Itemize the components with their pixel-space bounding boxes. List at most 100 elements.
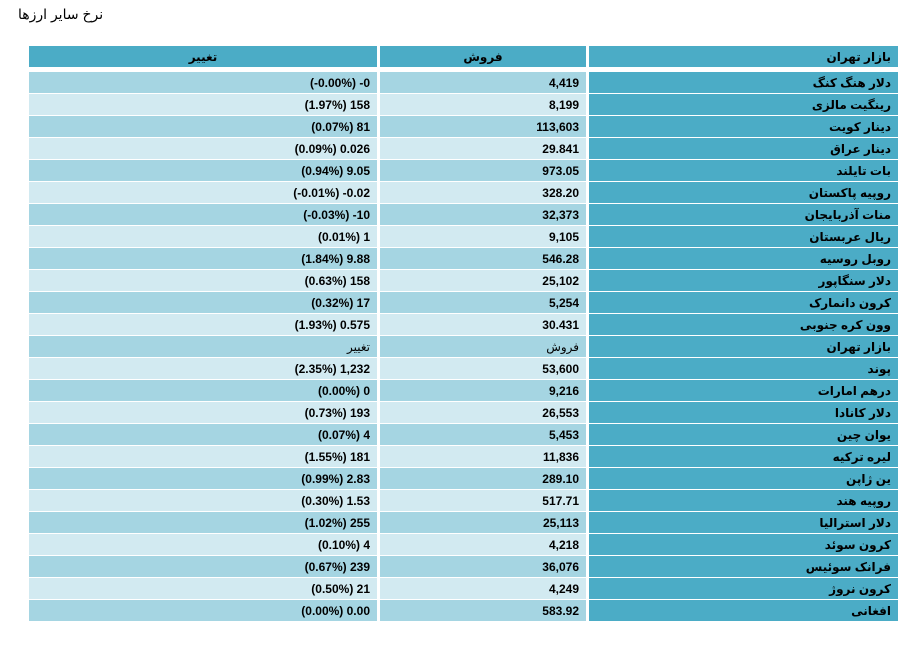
currency-name-cell: ین ژاپن — [586, 468, 898, 489]
table-row: (1.02%) 255 25,113 دلار استرالیا — [29, 512, 898, 533]
change-cell: (0.50%) 21 — [29, 578, 377, 599]
change-cell: (1.84%) 9.88 — [29, 248, 377, 269]
sell-cell: 30.431 — [377, 314, 586, 335]
change-cell: (0.99%) 2.83 — [29, 468, 377, 489]
sell-cell: 9,216 — [377, 380, 586, 401]
header-change: تغییر — [29, 46, 377, 67]
currency-name-cell: منات آذربایجان — [586, 204, 898, 225]
sell-cell: 113,603 — [377, 116, 586, 137]
currency-name-cell: کرون نروژ — [586, 578, 898, 599]
change-cell: (0.01%) 1 — [29, 226, 377, 247]
sell-cell: 29.841 — [377, 138, 586, 159]
currency-rates-table: تغییر فروش بازار تهران (-0.00%) -0 4,419 د… — [29, 45, 898, 622]
change-cell: (0.30%) 1.53 — [29, 490, 377, 511]
change-cell: (-0.01%) -0.02 — [29, 182, 377, 203]
currency-name-cell: روپیه هند — [586, 490, 898, 511]
table-row: (2.35%) 1,232 53,600 پوند — [29, 358, 898, 379]
change-cell: (-0.00%) -0 — [29, 72, 377, 93]
subheader-change: تغییر — [29, 336, 377, 357]
sell-cell: 9,105 — [377, 226, 586, 247]
rates-table-body: تغییر فروش بازار تهران (-0.00%) -0 4,419 د… — [29, 46, 898, 621]
sell-cell: 25,102 — [377, 270, 586, 291]
sell-cell: 4,218 — [377, 534, 586, 555]
table-subheader-row: تغییر فروش بازار تهران — [29, 336, 898, 357]
currency-name-cell: ریال عربستان — [586, 226, 898, 247]
table-row: (-0.00%) -0 4,419 دلار هنگ کنگ — [29, 72, 898, 93]
currency-name-cell: دلار هنگ کنگ — [586, 72, 898, 93]
currency-name-cell: دینار کویت — [586, 116, 898, 137]
sell-cell: 5,453 — [377, 424, 586, 445]
table-row: (0.00%) 0 9,216 درهم امارات — [29, 380, 898, 401]
currency-name-cell: لیره ترکیه — [586, 446, 898, 467]
change-cell: (0.07%) 4 — [29, 424, 377, 445]
table-row: (1.84%) 9.88 546.28 روبل روسیه — [29, 248, 898, 269]
sell-cell: 32,373 — [377, 204, 586, 225]
currency-name-cell: یوان چین — [586, 424, 898, 445]
table-row: (1.93%) 0.575 30.431 وون کره جنوبی — [29, 314, 898, 335]
sell-cell: 4,249 — [377, 578, 586, 599]
sell-cell: 328.20 — [377, 182, 586, 203]
currency-name-cell: کرون دانمارک — [586, 292, 898, 313]
sell-cell: 4,419 — [377, 72, 586, 93]
table-row: (0.01%) 1 9,105 ریال عربستان — [29, 226, 898, 247]
change-cell: (0.10%) 4 — [29, 534, 377, 555]
table-row: (0.73%) 193 26,553 دلار کانادا — [29, 402, 898, 423]
sell-cell: 583.92 — [377, 600, 586, 621]
change-cell: (0.00%) 0.00 — [29, 600, 377, 621]
change-cell: (0.73%) 193 — [29, 402, 377, 423]
table-row: (0.67%) 239 36,076 فرانک سوئیس — [29, 556, 898, 577]
change-cell: (1.55%) 181 — [29, 446, 377, 467]
sell-cell: 5,254 — [377, 292, 586, 313]
table-row: (0.63%) 158 25,102 دلار سنگاپور — [29, 270, 898, 291]
change-cell: (1.97%) 158 — [29, 94, 377, 115]
sell-cell: 517.71 — [377, 490, 586, 511]
subheader-market: بازار تهران — [586, 336, 898, 357]
subheader-sell: فروش — [377, 336, 586, 357]
table-row: (0.00%) 0.00 583.92 افغانی — [29, 600, 898, 621]
currency-name-cell: رینگیت مالزی — [586, 94, 898, 115]
sell-cell: 289.10 — [377, 468, 586, 489]
currency-name-cell: دلار سنگاپور — [586, 270, 898, 291]
currency-name-cell: درهم امارات — [586, 380, 898, 401]
change-cell: (0.32%) 17 — [29, 292, 377, 313]
change-cell: (0.94%) 9.05 — [29, 160, 377, 181]
table-row: (-0.01%) -0.02 328.20 روپیه پاکستان — [29, 182, 898, 203]
currency-name-cell: پوند — [586, 358, 898, 379]
table-header-row: تغییر فروش بازار تهران — [29, 46, 898, 67]
change-cell: (0.07%) 81 — [29, 116, 377, 137]
sell-cell: 36,076 — [377, 556, 586, 577]
table-row: (0.30%) 1.53 517.71 روپیه هند — [29, 490, 898, 511]
change-cell: (0.09%) 0.026 — [29, 138, 377, 159]
currency-name-cell: افغانی — [586, 600, 898, 621]
change-cell: (0.63%) 158 — [29, 270, 377, 291]
currency-name-cell: روبل روسیه — [586, 248, 898, 269]
sell-cell: 25,113 — [377, 512, 586, 533]
header-sell: فروش — [377, 46, 586, 67]
change-cell: (1.93%) 0.575 — [29, 314, 377, 335]
change-cell: (2.35%) 1,232 — [29, 358, 377, 379]
table-row: (0.07%) 81 113,603 دینار کویت — [29, 116, 898, 137]
header-spacer — [29, 68, 898, 71]
change-cell: (1.02%) 255 — [29, 512, 377, 533]
table-row: (1.55%) 181 11,836 لیره ترکیه — [29, 446, 898, 467]
table-row: (0.99%) 2.83 289.10 ین ژاپن — [29, 468, 898, 489]
currency-name-cell: وون کره جنوبی — [586, 314, 898, 335]
currency-name-cell: فرانک سوئیس — [586, 556, 898, 577]
sell-cell: 53,600 — [377, 358, 586, 379]
sell-cell: 11,836 — [377, 446, 586, 467]
change-cell: (0.67%) 239 — [29, 556, 377, 577]
table-row: (0.07%) 4 5,453 یوان چین — [29, 424, 898, 445]
table-row: (-0.03%) -10 32,373 منات آذربایجان — [29, 204, 898, 225]
change-cell: (-0.03%) -10 — [29, 204, 377, 225]
page-title: نرخ سایر ارزها — [18, 6, 104, 22]
currency-name-cell: بات تایلند — [586, 160, 898, 181]
currency-name-cell: روپیه پاکستان — [586, 182, 898, 203]
table-row: (1.97%) 158 8,199 رینگیت مالزی — [29, 94, 898, 115]
sell-cell: 973.05 — [377, 160, 586, 181]
table-row: (0.50%) 21 4,249 کرون نروژ — [29, 578, 898, 599]
sell-cell: 546.28 — [377, 248, 586, 269]
currency-name-cell: کرون سوئد — [586, 534, 898, 555]
table-row: (0.09%) 0.026 29.841 دینار عراق — [29, 138, 898, 159]
currency-name-cell: دلار استرالیا — [586, 512, 898, 533]
change-cell: (0.00%) 0 — [29, 380, 377, 401]
